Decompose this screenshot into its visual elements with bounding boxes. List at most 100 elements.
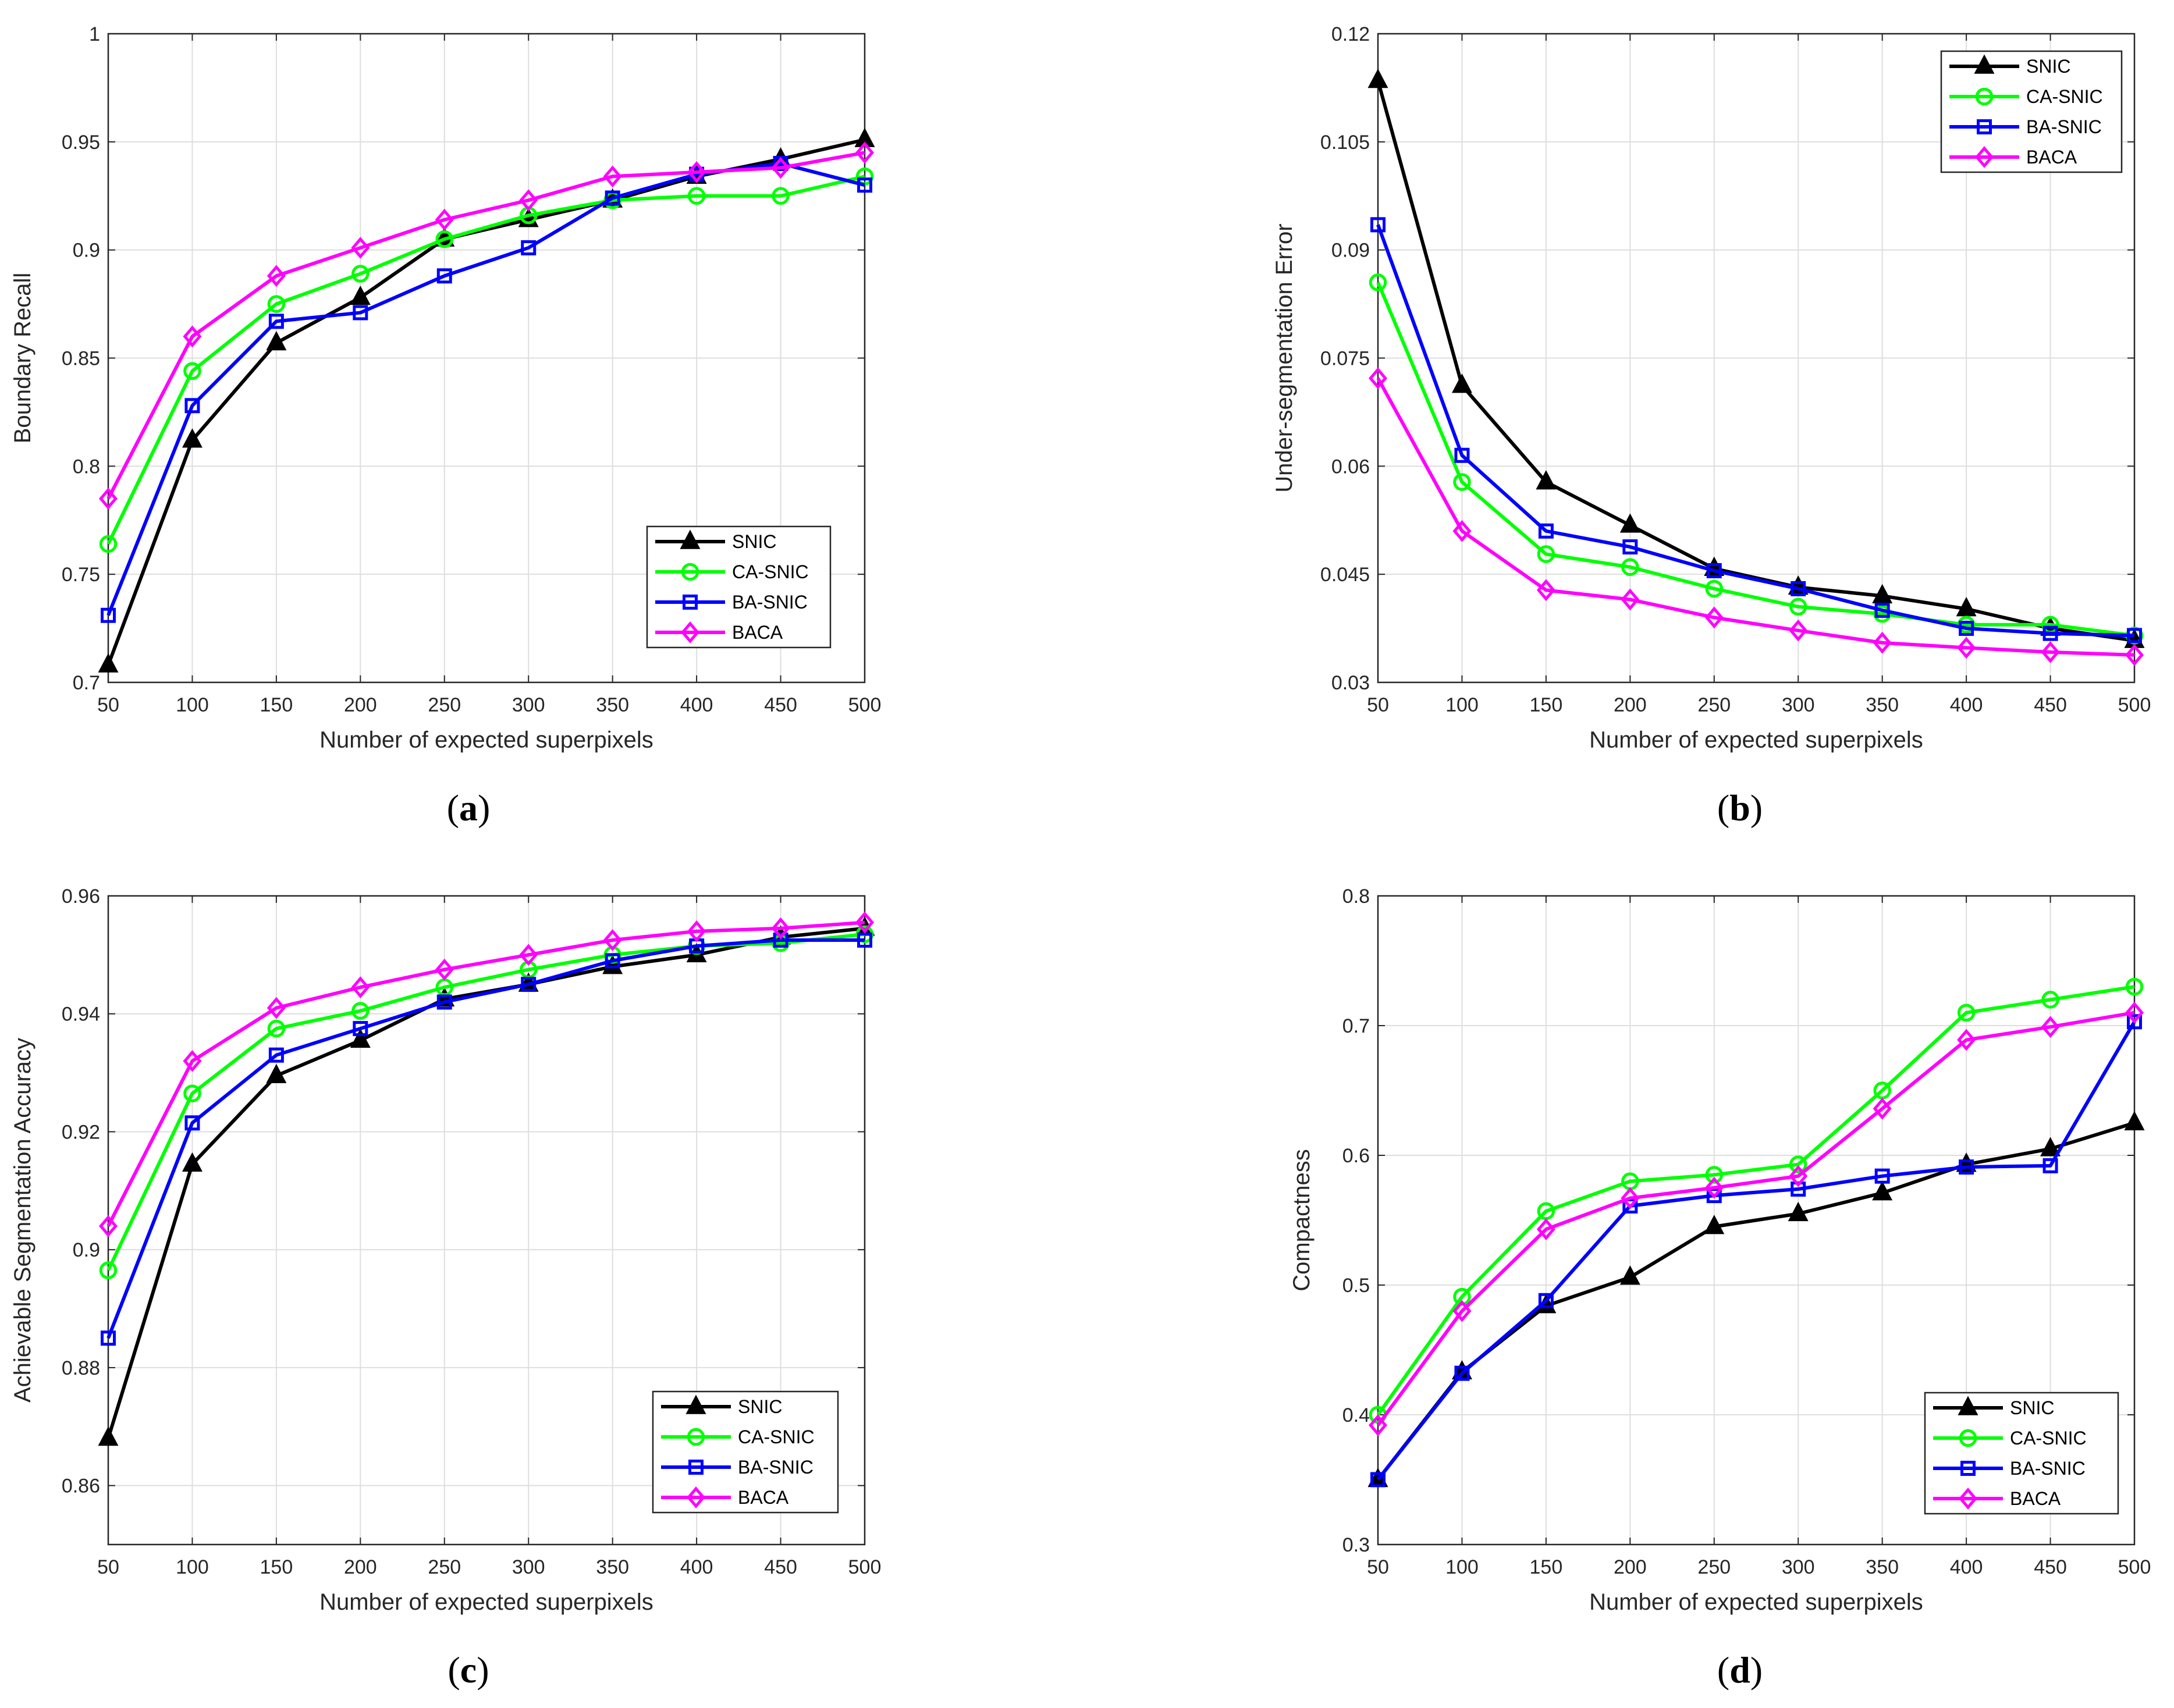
legend-label-ca-snic: CA-SNIC — [732, 561, 809, 582]
legend-label-ba-snic: BA-SNIC — [738, 1457, 814, 1478]
data-point-baca — [855, 911, 875, 934]
legend-label-snic: SNIC — [2026, 56, 2070, 77]
data-point-snic — [98, 1426, 119, 1446]
caption-paren: ( — [447, 787, 459, 828]
data-point-ba-snic — [1959, 621, 1974, 636]
data-point-ba-snic — [436, 268, 452, 284]
data-point-ca-snic — [1957, 1004, 1976, 1022]
caption-paren: ) — [478, 787, 490, 828]
legend-marker-ca-snic — [687, 1428, 705, 1446]
y-axis-label: Compactness — [1289, 1149, 1315, 1291]
x-axis-label: Number of expected superpixels — [1589, 727, 1923, 753]
data-point-baca — [267, 997, 286, 1019]
caption-paren: ) — [477, 1649, 489, 1691]
legend-label-snic: SNIC — [738, 1396, 782, 1417]
data-point-snic — [1956, 597, 1977, 617]
legend-marker-baca — [680, 621, 700, 643]
y-tick-label: 0.06 — [1331, 456, 1370, 478]
legend-marker-baca — [1958, 1488, 1978, 1510]
data-point-ba-snic — [2042, 1158, 2058, 1173]
x-tick-label: 50 — [1367, 1556, 1389, 1578]
data-point-baca — [1957, 636, 1976, 659]
legend-marker-ba-snic — [1960, 1461, 1976, 1476]
legend-label-baca: BACA — [2026, 147, 2077, 168]
series-baca — [98, 141, 875, 510]
data-point-baca — [771, 917, 790, 940]
data-point-baca — [267, 265, 286, 287]
data-point-ca-snic — [1705, 1166, 1724, 1184]
x-tick-label: 500 — [2118, 694, 2151, 716]
x-tick-label: 250 — [1697, 694, 1731, 716]
series-line-ba-snic — [106, 938, 865, 1339]
caption-letter: d — [1729, 1649, 1750, 1691]
y-tick-label: 0.9 — [73, 1239, 100, 1261]
x-tick-label: 50 — [1367, 694, 1389, 716]
legend-label-baca: BACA — [738, 1487, 789, 1508]
data-point-baca — [687, 161, 706, 183]
data-point-ba-snic — [773, 933, 788, 948]
data-point-ca-snic — [1369, 273, 1387, 291]
x-tick-label: 200 — [1614, 1556, 1647, 1578]
axes-box — [1377, 895, 2136, 1546]
data-point-ca-snic — [183, 362, 201, 380]
x-tick-label: 300 — [1782, 1556, 1815, 1578]
x-tick-label: 450 — [764, 1556, 797, 1578]
caption-letter: c — [460, 1649, 477, 1691]
chart-panel-b: 50 100 150 200 250 300 350 400 450 500 0.03 0.045 0.… — [1271, 23, 2151, 828]
x-tick-label: 150 — [1530, 1556, 1563, 1578]
series-line-baca — [106, 151, 865, 500]
series-line-ca-snic — [1376, 282, 2135, 638]
series-line-ca-snic — [1376, 985, 2135, 1416]
y-tick-label: 0.92 — [62, 1121, 100, 1143]
y-tick-label: 0.12 — [1331, 23, 1370, 45]
legend-marker-snic — [680, 529, 701, 549]
data-point-ca-snic — [183, 1084, 201, 1102]
legend-label-ca-snic: CA-SNIC — [738, 1426, 815, 1447]
legend-marker-baca — [686, 1486, 706, 1508]
data-point-snic — [266, 1063, 287, 1083]
data-point-snic — [854, 127, 875, 147]
x-tick-label: 150 — [260, 1556, 293, 1578]
y-tick-label: 0.045 — [1320, 564, 1370, 586]
x-tick-label: 500 — [848, 694, 882, 716]
data-point-snic — [1788, 1201, 1809, 1222]
chart-panel-a: 50 100 150 200 250 300 350 400 450 500 0.7 0.75 0.8 0… — [10, 23, 881, 828]
y-tick-label: 0.6 — [1342, 1145, 1370, 1167]
series-line-baca — [1376, 377, 2135, 657]
x-axis-label: Number of expected superpixels — [319, 1589, 653, 1615]
data-point-ba-snic — [2127, 628, 2142, 643]
legend-label-ca-snic: CA-SNIC — [2026, 86, 2103, 107]
data-point-baca — [435, 208, 454, 231]
data-point-baca — [855, 141, 875, 164]
data-point-baca — [98, 488, 118, 510]
data-point-baca — [351, 976, 370, 998]
data-point-ba-snic — [268, 314, 284, 329]
x-tick-label: 450 — [2034, 694, 2067, 716]
data-point-baca — [1452, 519, 1472, 542]
data-point-ca-snic — [267, 295, 286, 313]
y-tick-label: 0.5 — [1342, 1275, 1370, 1297]
data-point-snic — [182, 428, 203, 448]
legend-marker-ca-snic — [681, 563, 699, 581]
data-point-ba-snic — [101, 607, 116, 623]
data-point-ca-snic — [267, 1019, 286, 1038]
legend-marker-ba-snic — [688, 1460, 704, 1475]
caption-letter: b — [1729, 787, 1750, 828]
data-point-ba-snic — [1874, 603, 1890, 618]
legend-label-baca: BACA — [2010, 1488, 2061, 1509]
x-tick-label: 400 — [1950, 694, 1983, 716]
data-point-ca-snic — [351, 265, 370, 283]
legend-label-ba-snic: BA-SNIC — [732, 592, 808, 613]
data-point-snic — [1367, 69, 1388, 88]
data-point-baca — [1452, 1300, 1472, 1322]
data-point-snic — [1872, 1181, 1893, 1201]
x-tick-label: 400 — [1950, 1556, 1983, 1578]
data-point-ca-snic — [435, 230, 454, 248]
legend: SNIC CA-SNIC BA-SNIC BACA — [646, 525, 832, 649]
series-ba-snic — [101, 933, 872, 1346]
data-point-baca — [1621, 588, 1640, 611]
panel-caption: (a) — [447, 787, 491, 828]
x-tick-label: 250 — [428, 1556, 461, 1578]
legend-marker-ca-snic — [1959, 1429, 1977, 1447]
